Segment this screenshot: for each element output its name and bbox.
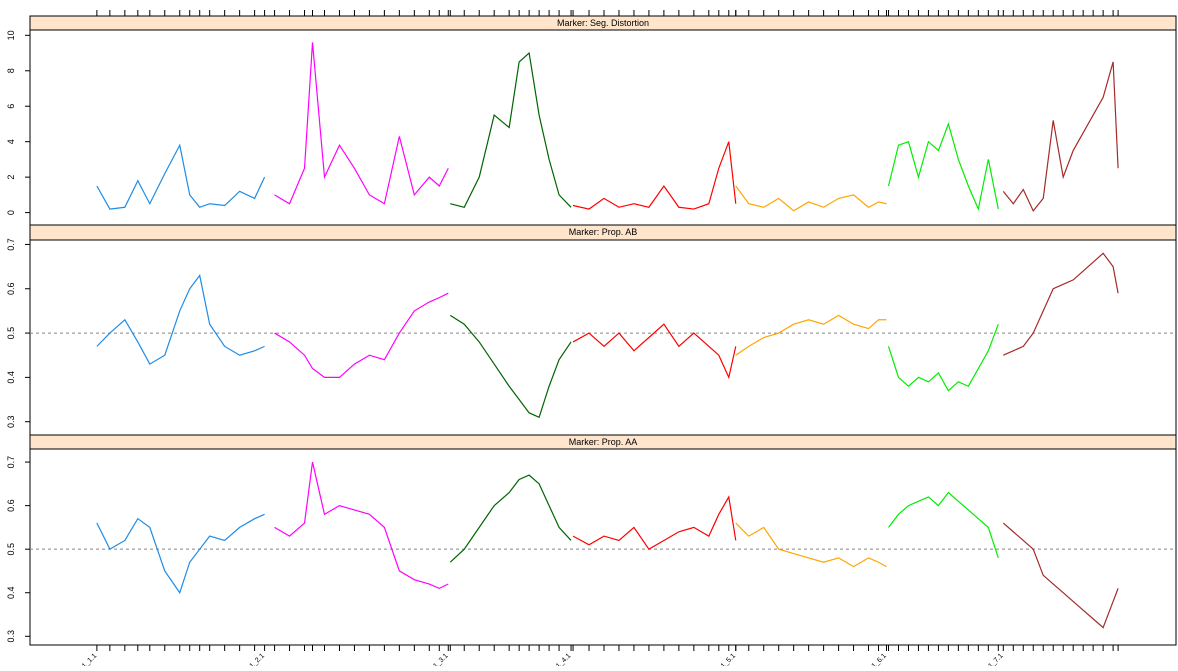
series-line	[96, 513, 265, 595]
y-tick-label: 2	[6, 175, 16, 180]
series-line	[1003, 252, 1119, 356]
panel-title: Marker: Seg. Distortion	[557, 18, 649, 28]
series-line	[274, 42, 449, 205]
y-tick-label: 0.5	[6, 543, 16, 556]
series-line	[450, 51, 572, 208]
x-tick-label: 1_2.1	[249, 652, 266, 666]
panel-frame	[29, 29, 1177, 226]
y-tick-label: 0.7	[6, 238, 16, 251]
y-tick-label: 0.7	[6, 456, 16, 469]
panel-title: Marker: Prop. AA	[569, 437, 638, 447]
series-line	[735, 314, 887, 356]
series-line	[735, 185, 887, 212]
series-line	[274, 461, 449, 590]
series-line	[274, 292, 449, 378]
y-tick-label: 10	[6, 30, 16, 40]
series-line	[735, 522, 887, 568]
panel-frame	[29, 239, 1177, 436]
panel-title: Marker: Prop. AB	[569, 227, 638, 237]
y-tick-label: 8	[6, 68, 16, 73]
x-tick-label: 1_4.1	[555, 652, 572, 666]
series-line	[887, 122, 999, 212]
y-tick-label: 0.3	[6, 415, 16, 428]
series-line	[96, 274, 265, 365]
y-tick-label: 0.4	[6, 586, 16, 599]
x-tick-label: 1_5.1	[720, 652, 737, 666]
series-line	[1002, 522, 1119, 629]
series-line	[572, 323, 737, 380]
y-tick-label: 0	[6, 210, 16, 215]
x-tick-label: 1_1.1	[81, 652, 98, 666]
y-tick-label: 0.6	[6, 282, 16, 295]
x-tick-label: 1_7.1	[987, 652, 1004, 666]
panel-frame	[29, 448, 1177, 646]
series-line	[887, 323, 999, 392]
x-tick-label: 1_3.1	[432, 652, 449, 666]
series-line	[96, 143, 266, 210]
y-tick-label: 4	[6, 139, 16, 144]
series-line	[1002, 61, 1119, 212]
x-tick-label: 1_6.1	[871, 652, 888, 666]
y-tick-label: 0.6	[6, 499, 16, 512]
series-line	[449, 314, 572, 419]
series-line	[572, 141, 737, 210]
series-line	[449, 474, 572, 563]
y-tick-label: 0.5	[6, 327, 16, 340]
y-tick-label: 6	[6, 104, 16, 109]
series-line	[572, 495, 737, 550]
series-line	[888, 491, 999, 559]
y-tick-label: 0.4	[6, 371, 16, 384]
y-tick-label: 0.3	[6, 630, 16, 643]
